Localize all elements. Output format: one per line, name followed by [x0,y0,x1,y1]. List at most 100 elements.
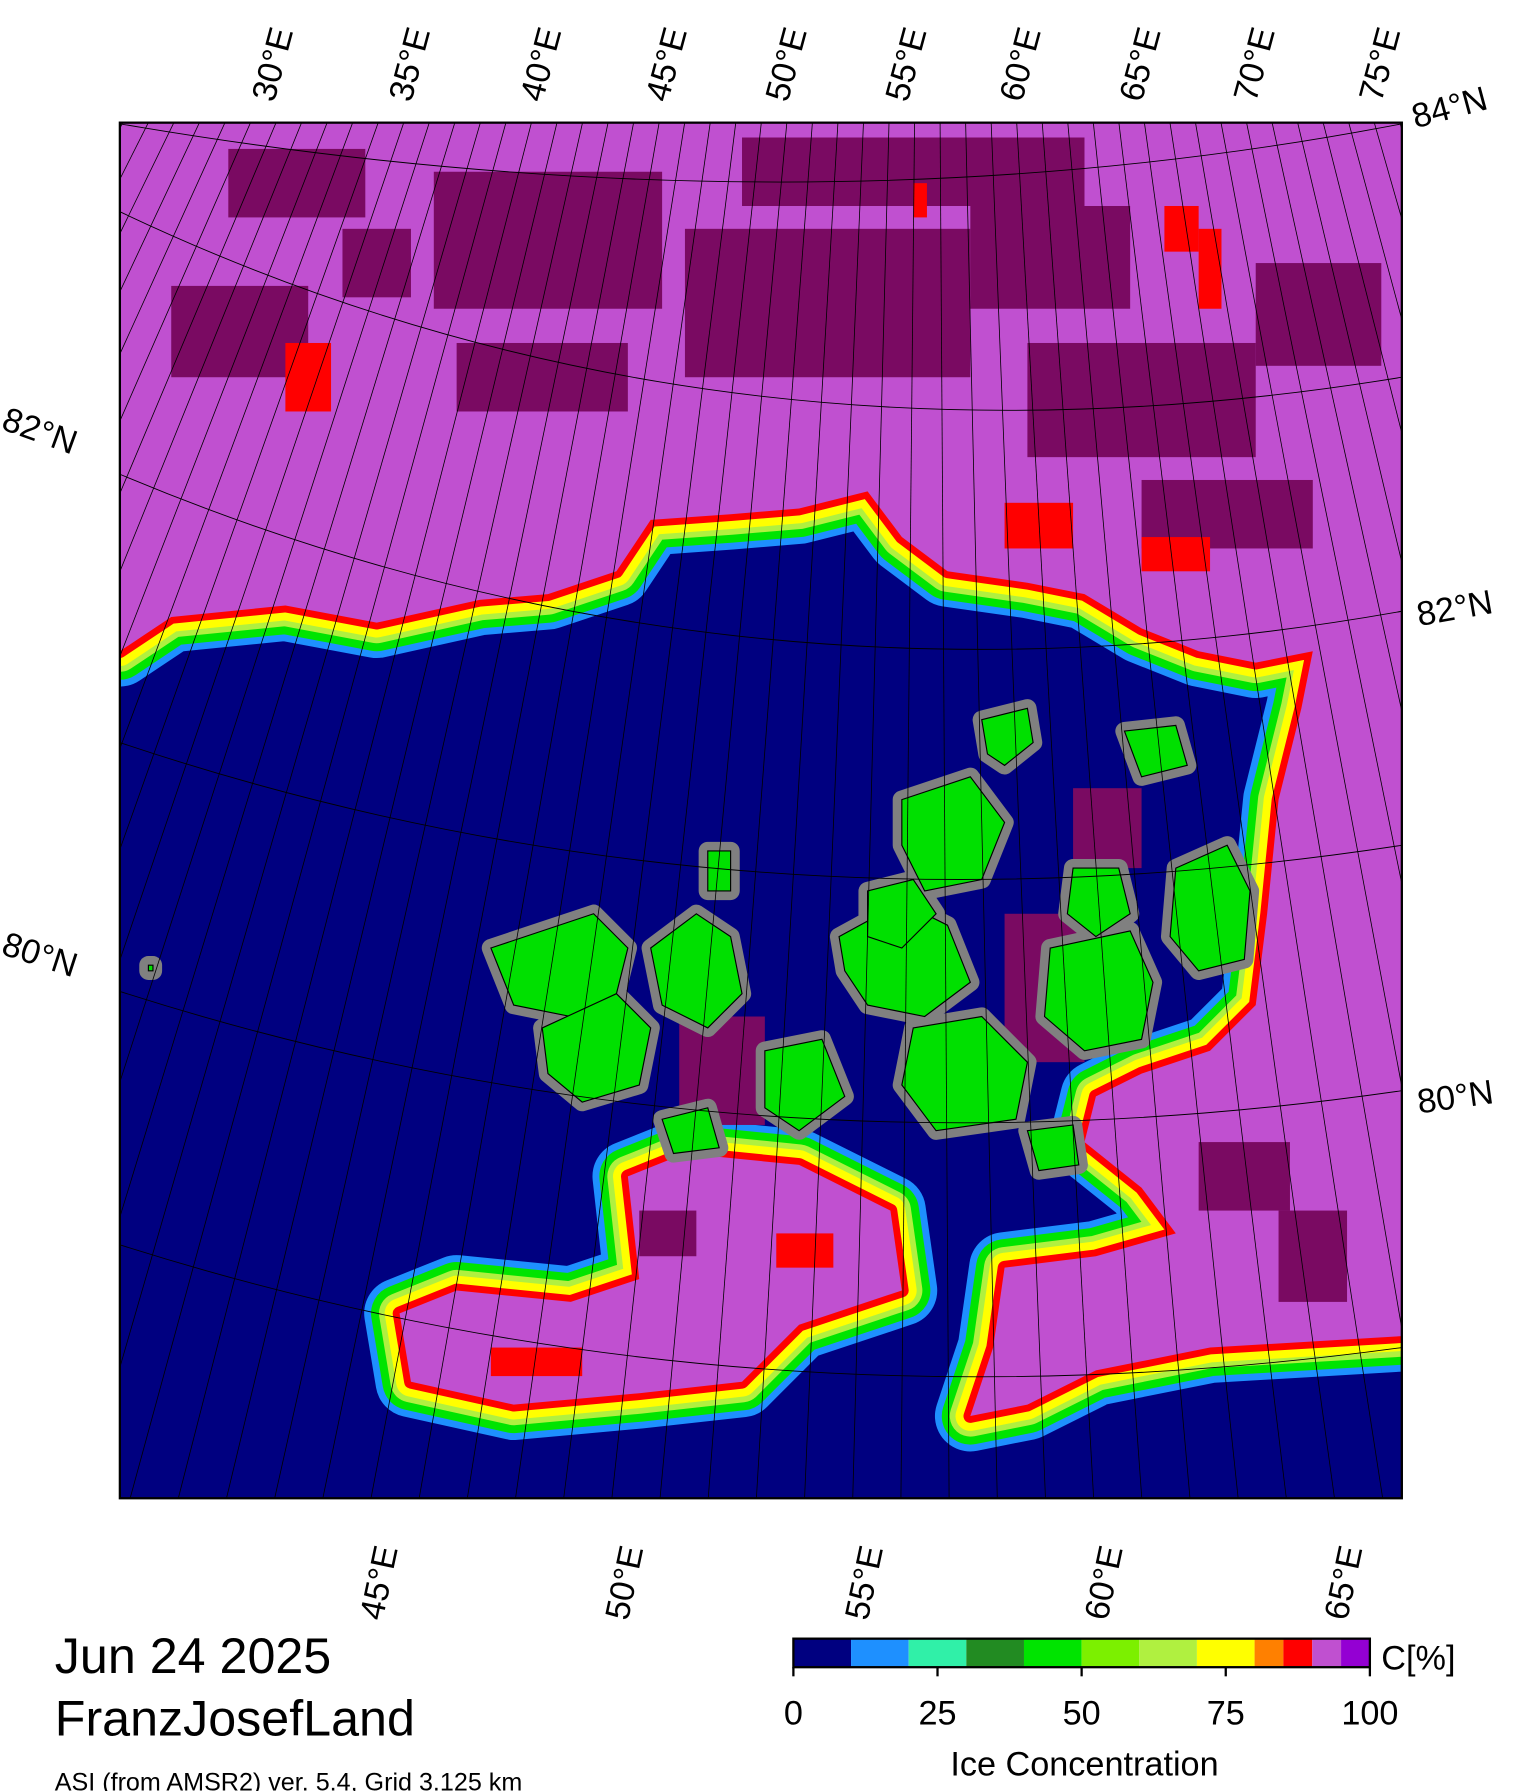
meridian [1507,69,1516,1498]
longitude-label: 50°E [599,1542,652,1623]
parallel [119,211,1402,411]
map-area [0,69,1516,1499]
ice-patch [913,183,927,218]
meridian [563,122,737,1499]
thick-ice [970,205,1131,309]
ice-patch [1004,502,1074,549]
parallel [119,742,1402,880]
meridian [515,122,711,1499]
longitude-label: 45°E [353,1542,406,1623]
ice-patch [776,1233,834,1268]
longitude-label: 60°E [1078,1542,1131,1623]
map-frame [118,121,1403,1500]
meridian [119,122,328,658]
meridian [119,122,303,573]
parallel [119,123,1402,183]
colorbar-segment [966,1638,1024,1668]
meridian [226,122,558,1499]
colorbar-segment [1254,1638,1284,1668]
colorbar-tick-label: 25 [918,1694,956,1732]
meridian [119,122,379,851]
parallel [119,990,1402,1124]
island [661,1107,720,1155]
longitude-label: 65°E [1318,1542,1371,1623]
island [764,1038,846,1132]
meridian [1092,122,1239,1499]
meridian [1067,122,1191,1499]
longitude-label: 45°E [639,23,695,105]
meridian [119,122,354,750]
latitude-label: 82°N [1414,583,1496,634]
island [1026,1124,1080,1172]
meridian [1433,69,1516,1498]
island [147,964,154,972]
island [1169,844,1251,972]
meridian [0,69,27,1498]
meridian [418,122,660,1499]
meridian [119,122,405,962]
date: Jun 24 2025 [55,1628,331,1684]
longitude-label: 55°E [838,1542,891,1623]
meridian [1195,122,1402,1332]
thick-ice [1255,263,1382,366]
latitude-label: 84°N [1408,80,1492,137]
colorbar-tick-label: 100 [1341,1694,1398,1732]
meridian [129,122,507,1499]
meridian [119,122,226,356]
longitude-label: 75°E [1352,23,1408,105]
meridian [611,122,762,1499]
island [707,850,732,892]
island [1123,724,1188,778]
meridian [177,122,532,1499]
meridian [1220,122,1402,1089]
meridian [852,122,890,1499]
colorbar-segment [1283,1638,1313,1668]
meridian [1144,122,1335,1499]
thick-ice [639,1210,697,1257]
colorbar-segment [1139,1638,1197,1668]
meridian [119,122,251,423]
ice-patch [1141,537,1211,572]
meridian [1118,122,1287,1499]
meridian [804,122,864,1499]
meridian [1297,122,1402,565]
meridian [119,122,277,495]
meridian [466,122,686,1499]
longitude-label: 30°E [245,23,301,105]
meridian [119,122,481,1369]
colorbar-tick-label: 50 [1063,1694,1101,1732]
colorbar-unit: C[%] [1381,1639,1455,1677]
colorbar-segment [908,1638,967,1668]
thick-ice [1278,1210,1348,1302]
thick-ice [228,148,366,218]
meridian [659,122,788,1499]
latitude-label: 80°N [0,925,82,985]
meridian [939,122,950,1499]
meridian [1016,122,1095,1499]
meridian [1169,122,1384,1499]
colorbar-segment [1341,1638,1370,1668]
meridian [756,122,839,1499]
latitude-label: 82°N [0,400,82,462]
region: FranzJosefLand [55,1691,415,1747]
meridian [965,122,998,1499]
parallel [119,1244,1402,1378]
longitude-label: 50°E [759,23,815,105]
meridian [119,122,430,1084]
meridian [0,69,3,1498]
pack-ice [399,1153,902,1405]
colorbar-segment [1081,1638,1140,1668]
colorbar-segment [793,1638,852,1668]
island [650,913,743,1029]
longitude-label: 55°E [879,23,935,105]
meridian [1041,122,1143,1499]
meridian [1246,122,1402,886]
colorbar-segment [1023,1638,1082,1668]
thick-ice [456,342,628,412]
meridian [0,69,77,1498]
meridian [1322,122,1402,435]
meridian [1408,69,1516,1498]
meridian [1399,122,1402,131]
meridian [1482,69,1516,1498]
